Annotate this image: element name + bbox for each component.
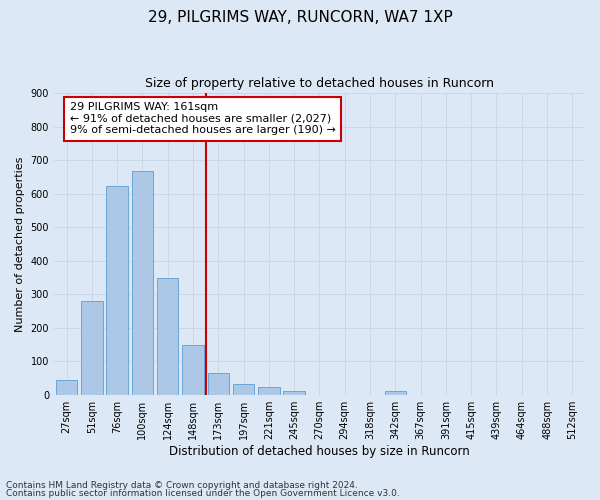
Y-axis label: Number of detached properties: Number of detached properties — [15, 156, 25, 332]
Text: 29 PILGRIMS WAY: 161sqm
← 91% of detached houses are smaller (2,027)
9% of semi-: 29 PILGRIMS WAY: 161sqm ← 91% of detache… — [70, 102, 336, 136]
X-axis label: Distribution of detached houses by size in Runcorn: Distribution of detached houses by size … — [169, 444, 470, 458]
Bar — [56, 380, 77, 394]
Title: Size of property relative to detached houses in Runcorn: Size of property relative to detached ho… — [145, 78, 494, 90]
Bar — [81, 301, 103, 394]
Bar — [385, 392, 406, 394]
Bar — [258, 388, 280, 394]
Text: 29, PILGRIMS WAY, RUNCORN, WA7 1XP: 29, PILGRIMS WAY, RUNCORN, WA7 1XP — [148, 10, 452, 25]
Text: Contains public sector information licensed under the Open Government Licence v3: Contains public sector information licen… — [6, 488, 400, 498]
Text: Contains HM Land Registry data © Crown copyright and database right 2024.: Contains HM Land Registry data © Crown c… — [6, 481, 358, 490]
Bar — [106, 186, 128, 394]
Bar — [233, 384, 254, 394]
Bar — [182, 345, 204, 395]
Bar — [283, 390, 305, 394]
Bar — [208, 373, 229, 394]
Bar — [157, 278, 178, 394]
Bar — [131, 171, 153, 394]
